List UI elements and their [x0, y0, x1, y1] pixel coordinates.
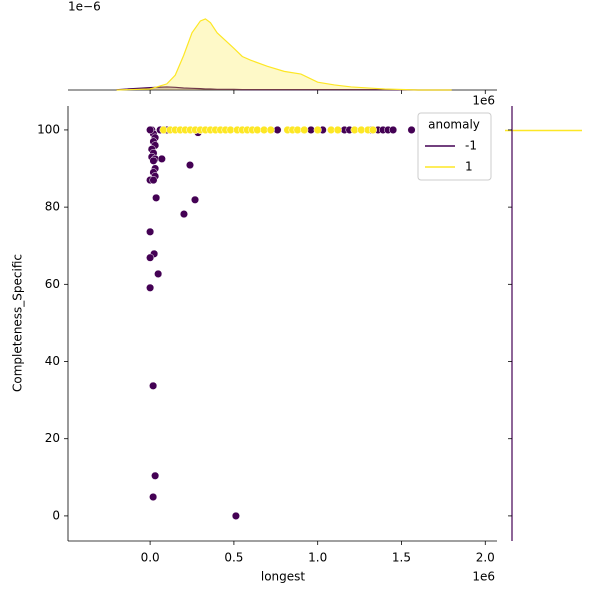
kde-area [116, 18, 452, 90]
point [149, 176, 158, 185]
point [179, 210, 189, 219]
point [368, 125, 378, 134]
point [333, 125, 342, 134]
y-tick-label: 40 [45, 354, 60, 368]
y-tick-label: 80 [45, 200, 60, 214]
point [231, 511, 240, 520]
y-tick-label: 0 [52, 508, 60, 522]
x-tick-label: 2.0 [476, 551, 495, 565]
point [407, 125, 416, 134]
point [185, 161, 195, 170]
kde-line [116, 86, 452, 91]
x-tick-label: 0.5 [224, 551, 243, 565]
point [389, 125, 398, 134]
point [151, 471, 160, 480]
x-offset: 1e6 [472, 570, 495, 584]
y-tick-label: 20 [45, 431, 60, 445]
y-tick-label: 60 [45, 277, 60, 291]
y-axis-label: Completeness_Specific [11, 254, 25, 392]
legend-label: -1 [465, 139, 477, 153]
y-tick-label: 100 [37, 122, 60, 136]
point [152, 193, 161, 202]
point [146, 227, 155, 236]
point [190, 195, 200, 204]
point [300, 125, 309, 134]
point [313, 125, 322, 134]
x-tick-label: 1.5 [392, 551, 411, 565]
kde-line [116, 18, 452, 91]
x-offset: 1e6 [472, 94, 495, 108]
x-axis-label: longest [261, 570, 306, 584]
point [266, 125, 275, 134]
legend-title: anomaly [428, 118, 480, 132]
legend: anomaly -1 1 [417, 112, 492, 181]
point [149, 381, 158, 390]
point [157, 154, 166, 163]
point [149, 492, 158, 502]
x-tick-label: 1.0 [308, 551, 327, 565]
y-offset: 1e−6 [68, 0, 101, 14]
legend-label: 1 [465, 160, 473, 174]
point [146, 283, 155, 292]
point [154, 269, 163, 278]
point [149, 156, 158, 165]
point [146, 125, 155, 134]
point [146, 253, 155, 262]
x-tick-label: 0.0 [141, 551, 160, 565]
